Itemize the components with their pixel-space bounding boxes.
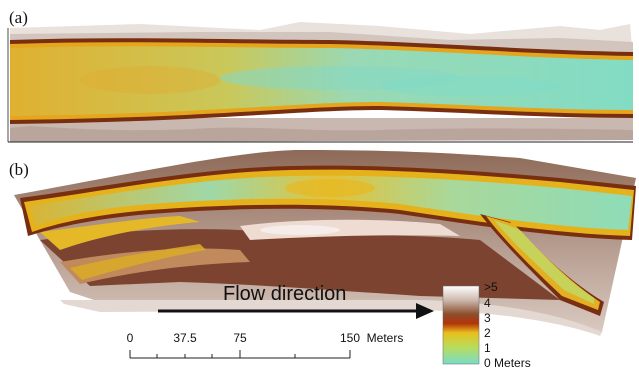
legend-label-4: 4: [484, 296, 491, 310]
scale-tick-75: 75: [233, 331, 247, 345]
legend-label-3: 3: [484, 311, 491, 325]
flow-direction-label: Flow direction: [223, 283, 347, 305]
panel-a-map: [7, 22, 633, 143]
flow-direction-arrow: [158, 303, 434, 319]
panel-a-label: (a): [9, 8, 28, 27]
legend-unit: Meters: [494, 356, 531, 370]
scale-tick-0: 0: [126, 331, 134, 345]
scale-tick-37-5: 37.5: [173, 331, 197, 345]
legend-label-2: 2: [484, 326, 491, 340]
legend-label-gt5: >5: [484, 280, 498, 294]
legend-label-1: 1: [484, 341, 491, 355]
panel-b-label: (b): [9, 160, 29, 179]
depth-legend-ramp: [442, 285, 480, 365]
scale-tick-150: 150: [339, 331, 361, 345]
scale-bar: [129, 350, 351, 359]
legend-label-0: 0 Meters: [484, 356, 531, 370]
panel-b-map: [14, 150, 636, 336]
scale-unit-label: Meters: [366, 331, 404, 345]
